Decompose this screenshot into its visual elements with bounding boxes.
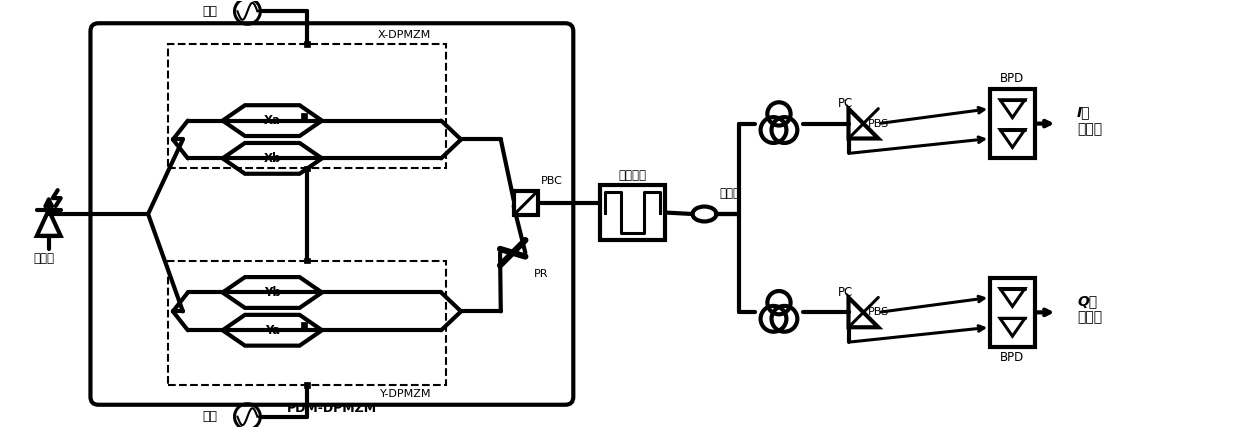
Text: PC: PC bbox=[838, 97, 853, 110]
Text: PC: PC bbox=[838, 286, 853, 299]
Text: Y-DPMZM: Y-DPMZM bbox=[379, 389, 432, 399]
Text: Xa: Xa bbox=[264, 114, 280, 127]
Text: Yb: Yb bbox=[264, 286, 280, 299]
Text: Xb: Xb bbox=[264, 152, 281, 165]
Bar bbox=[301, 113, 308, 119]
Bar bbox=[301, 322, 308, 328]
Bar bbox=[167, 261, 446, 385]
Text: PR: PR bbox=[533, 269, 548, 279]
Bar bbox=[990, 278, 1035, 347]
Text: PBC: PBC bbox=[541, 176, 563, 186]
Bar bbox=[304, 42, 310, 47]
Text: BPD: BPD bbox=[1001, 72, 1024, 85]
Text: 光滤波器: 光滤波器 bbox=[619, 169, 646, 182]
Text: I路
电信号: I路 电信号 bbox=[1078, 106, 1102, 136]
Text: X-DPMZM: X-DPMZM bbox=[378, 30, 432, 40]
Text: 分光器: 分光器 bbox=[719, 187, 740, 200]
Bar bbox=[304, 166, 310, 171]
Bar bbox=[167, 44, 446, 168]
Text: 激光器: 激光器 bbox=[33, 252, 55, 265]
FancyBboxPatch shape bbox=[91, 23, 573, 405]
Text: Q路
电信号: Q路 电信号 bbox=[1078, 294, 1102, 324]
Text: 本振: 本振 bbox=[202, 410, 218, 423]
Text: PDM-DPMZM: PDM-DPMZM bbox=[286, 402, 377, 415]
Text: BPD: BPD bbox=[1001, 351, 1024, 363]
Bar bbox=[304, 382, 310, 388]
Text: PBS: PBS bbox=[868, 307, 889, 317]
Bar bbox=[990, 89, 1035, 158]
Bar bbox=[600, 185, 665, 240]
Text: PBS: PBS bbox=[868, 119, 889, 128]
Text: 射频: 射频 bbox=[202, 5, 218, 18]
Text: Ya: Ya bbox=[264, 324, 280, 337]
Bar bbox=[513, 191, 537, 215]
Bar bbox=[304, 258, 310, 263]
